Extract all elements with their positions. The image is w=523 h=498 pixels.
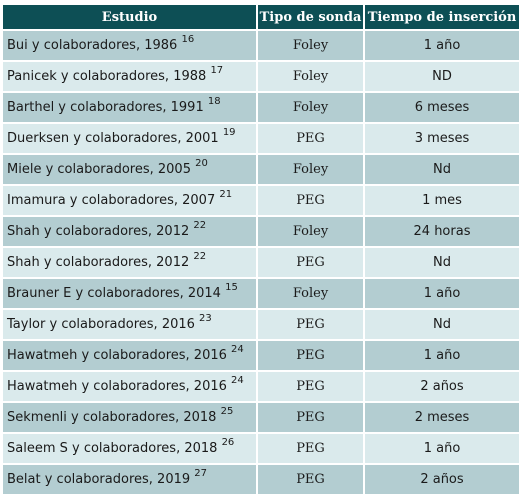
study-name: Duerksen y colaboradores, 2001 [7, 131, 219, 146]
probe-type-cell: Foley [257, 60, 365, 92]
reference-number: 18 [207, 95, 221, 107]
insertion-time-cell: 1 mes [364, 184, 519, 216]
table-row: Belat y colaboradores, 2019 27 PEG 2 años [3, 463, 519, 494]
study-cell: Barthel y colaboradores, 1991 18 [3, 91, 258, 123]
table-row: Panicek y colaboradores, 1988 17 Foley ND [3, 60, 519, 92]
insertion-time-cell: 2 años [364, 463, 519, 494]
probe-type-cell: PEG [257, 246, 365, 278]
probe-type-cell: PEG [257, 432, 365, 464]
insertion-time-cell: 24 horas [364, 215, 519, 247]
insertion-time-cell: 1 año [364, 432, 519, 464]
study-cell: Panicek y colaboradores, 1988 17 [3, 60, 258, 92]
reference-number: 22 [193, 250, 207, 262]
reference-number: 22 [193, 219, 207, 231]
table-row: Brauner E y colaboradores, 2014 15 Foley 1… [3, 277, 519, 309]
header-row: Estudio Tipo de sonda Tiempo de inserció… [3, 5, 519, 30]
studies-table-container: Estudio Tipo de sonda Tiempo de inserció… [3, 5, 519, 494]
header-probe-type: Tipo de sonda [257, 5, 365, 30]
insertion-time-cell: 6 meses [364, 91, 519, 123]
probe-type-cell: PEG [257, 339, 365, 371]
study-cell: Shah y colaboradores, 2012 22 [3, 215, 258, 247]
study-cell: Belat y colaboradores, 2019 27 [3, 463, 258, 494]
insertion-time-cell: 1 año [364, 339, 519, 371]
insertion-time-cell: Nd [364, 308, 519, 340]
probe-type-cell: Foley [257, 91, 365, 123]
table-row: Shah y colaboradores, 2012 22 PEG Nd [3, 246, 519, 278]
reference-number: 27 [194, 467, 208, 479]
study-cell: Sekmenli y colaboradores, 2018 25 [3, 401, 258, 433]
probe-type-cell: Foley [257, 153, 365, 185]
table-row: Hawatmeh y colaboradores, 2016 24 PEG 2 añ… [3, 370, 519, 402]
study-name: Panicek y colaboradores, 1988 [7, 69, 207, 84]
table-row: Taylor y colaboradores, 2016 23 PEG Nd [3, 308, 519, 340]
reference-number: 20 [195, 157, 208, 169]
studies-table: Estudio Tipo de sonda Tiempo de inserció… [3, 5, 519, 494]
study-cell: Saleem S y colaboradores, 2018 26 [3, 432, 258, 464]
study-cell: Hawatmeh y colaboradores, 2016 24 [3, 370, 258, 402]
reference-number: 16 [181, 33, 195, 45]
study-name: Bui y colaboradores, 1986 [7, 38, 178, 53]
probe-type-cell: PEG [257, 308, 365, 340]
table-row: Barthel y colaboradores, 1991 18 Foley 6 m… [3, 91, 519, 123]
reference-number: 24 [231, 343, 244, 355]
study-name: Hawatmeh y colaboradores, 2016 [7, 348, 227, 363]
table-row: Duerksen y colaboradores, 2001 19 PEG 3 me… [3, 122, 519, 154]
table-row: Hawatmeh y colaboradores, 2016 24 PEG 1 añ… [3, 339, 519, 371]
reference-number: 17 [210, 64, 224, 76]
header-study: Estudio [3, 5, 258, 30]
study-cell: Imamura y colaboradores, 2007 21 [3, 184, 258, 216]
table-row: Saleem S y colaboradores, 2018 26 PEG 1 añ… [3, 432, 519, 464]
insertion-time-cell: ND [364, 60, 519, 92]
insertion-time-cell: 3 meses [364, 122, 519, 154]
insertion-time-cell: Nd [364, 153, 519, 185]
study-cell: Taylor y colaboradores, 2016 23 [3, 308, 258, 340]
insertion-time-cell: 2 meses [364, 401, 519, 433]
probe-type-cell: PEG [257, 184, 365, 216]
study-name: Miele y colaboradores, 2005 [7, 162, 191, 177]
study-name: Brauner E y colaboradores, 2014 [7, 286, 221, 301]
table-row: Shah y colaboradores, 2012 22 Foley 24 hor… [3, 215, 519, 247]
reference-number: 24 [231, 374, 244, 386]
study-cell: Duerksen y colaboradores, 2001 19 [3, 122, 258, 154]
study-name: Shah y colaboradores, 2012 [7, 255, 190, 270]
study-cell: Miele y colaboradores, 2005 20 [3, 153, 258, 185]
insertion-time-cell: 1 año [364, 29, 519, 61]
reference-number: 25 [220, 405, 234, 417]
header-insertion-time: Tiempo de inserción [364, 5, 519, 30]
study-name: Hawatmeh y colaboradores, 2016 [7, 379, 227, 394]
study-name: Saleem S y colaboradores, 2018 [7, 441, 218, 456]
insertion-time-cell: 2 años [364, 370, 519, 402]
probe-type-cell: PEG [257, 370, 365, 402]
insertion-time-cell: Nd [364, 246, 519, 278]
probe-type-cell: PEG [257, 463, 365, 494]
study-name: Barthel y colaboradores, 1991 [7, 100, 204, 115]
probe-type-cell: PEG [257, 122, 365, 154]
table-row: Bui y colaboradores, 1986 16 Foley 1 año [3, 29, 519, 61]
probe-type-cell: Foley [257, 277, 365, 309]
probe-type-cell: PEG [257, 401, 365, 433]
probe-type-cell: Foley [257, 215, 365, 247]
study-name: Imamura y colaboradores, 2007 [7, 193, 216, 208]
study-name: Belat y colaboradores, 2019 [7, 472, 191, 487]
reference-number: 26 [221, 436, 235, 448]
reference-number: 23 [199, 312, 212, 324]
table-row: Miele y colaboradores, 2005 20 Foley Nd [3, 153, 519, 185]
table-header: Estudio Tipo de sonda Tiempo de inserció… [3, 5, 519, 30]
reference-number: 15 [225, 281, 238, 293]
study-name: Taylor y colaboradores, 2016 [7, 317, 195, 332]
study-cell: Brauner E y colaboradores, 2014 15 [3, 277, 258, 309]
probe-type-cell: Foley [257, 29, 365, 61]
study-name: Sekmenli y colaboradores, 2018 [7, 410, 217, 425]
study-cell: Shah y colaboradores, 2012 22 [3, 246, 258, 278]
insertion-time-cell: 1 año [364, 277, 519, 309]
table-row: Sekmenli y colaboradores, 2018 25 PEG 2 me… [3, 401, 519, 433]
reference-number: 19 [222, 126, 236, 138]
study-cell: Bui y colaboradores, 1986 16 [3, 29, 258, 61]
table-body: Bui y colaboradores, 1986 16 Foley 1 año Pa… [3, 29, 519, 494]
study-name: Shah y colaboradores, 2012 [7, 224, 190, 239]
table-row: Imamura y colaboradores, 2007 21 PEG 1 mes [3, 184, 519, 216]
study-cell: Hawatmeh y colaboradores, 2016 24 [3, 339, 258, 371]
reference-number: 21 [219, 188, 233, 200]
